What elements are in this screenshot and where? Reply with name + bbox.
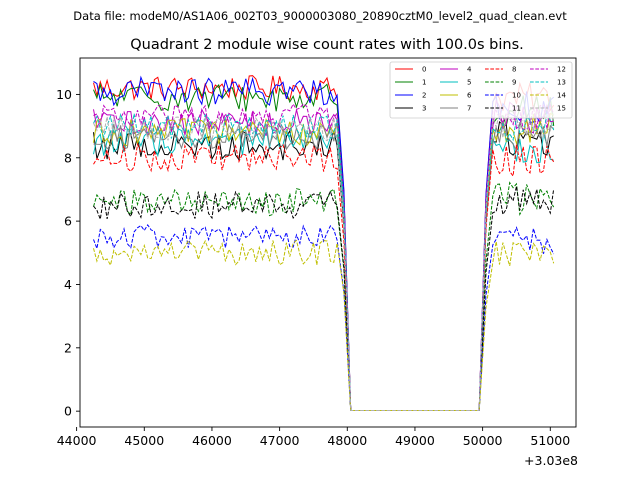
x-tick-label: 46000 xyxy=(192,433,232,448)
y-tick-label: 8 xyxy=(64,150,72,165)
legend-box xyxy=(389,61,573,119)
series-line-8 xyxy=(93,142,555,411)
legend-label-15: 15 xyxy=(557,105,566,113)
chart-title: Quadrant 2 module wise count rates with … xyxy=(130,37,524,53)
legend-label-7: 7 xyxy=(467,105,471,113)
x-tick-label: 45000 xyxy=(124,433,164,448)
series-line-3 xyxy=(93,120,554,411)
legend-label-2: 2 xyxy=(422,92,426,100)
legend-label-3: 3 xyxy=(422,105,426,113)
legend-label-6: 6 xyxy=(467,92,472,100)
legend-label-11: 11 xyxy=(512,105,521,113)
x-offset-label: +3.03e8 xyxy=(524,453,578,468)
series-line-7 xyxy=(93,120,555,411)
legend-label-9: 9 xyxy=(512,79,516,87)
x-tick-label: 48000 xyxy=(327,433,367,448)
legend-label-0: 0 xyxy=(422,66,426,74)
legend-label-12: 12 xyxy=(557,66,566,74)
y-tick-label: 6 xyxy=(64,214,72,229)
x-tick-label: 47000 xyxy=(260,433,300,448)
series-line-10 xyxy=(93,223,555,411)
series-lines xyxy=(93,75,555,411)
y-tick-label: 4 xyxy=(64,277,72,292)
legend-label-14: 14 xyxy=(557,92,566,100)
y-tick-label: 10 xyxy=(56,87,72,102)
axes: 44000 45000 46000 47000 48000 49000 50000 51000… xyxy=(56,57,577,448)
legend-label-8: 8 xyxy=(512,66,516,74)
x-tick-label: 50000 xyxy=(463,433,503,448)
series-line-13 xyxy=(93,112,555,411)
chart-suptitle: Data file: modeM0/AS1A06_002T03_90000030… xyxy=(73,9,567,23)
plot-frame xyxy=(79,57,577,428)
x-tick-label: 51000 xyxy=(530,433,570,448)
legend-label-10: 10 xyxy=(512,92,521,100)
legend-label-1: 1 xyxy=(422,79,426,87)
y-tick-label: 2 xyxy=(64,340,72,355)
series-line-14 xyxy=(93,239,555,411)
x-tick-label: 44000 xyxy=(57,433,97,448)
y-tick-label: 0 xyxy=(64,404,72,419)
series-line-11 xyxy=(93,186,555,411)
legend-label-5: 5 xyxy=(467,79,471,87)
legend-label-13: 13 xyxy=(557,79,566,87)
legend-label-4: 4 xyxy=(467,66,472,74)
series-line-9 xyxy=(93,181,555,411)
series-line-6 xyxy=(93,112,554,411)
x-tick-label: 49000 xyxy=(395,433,435,448)
series-line-15 xyxy=(93,112,555,411)
